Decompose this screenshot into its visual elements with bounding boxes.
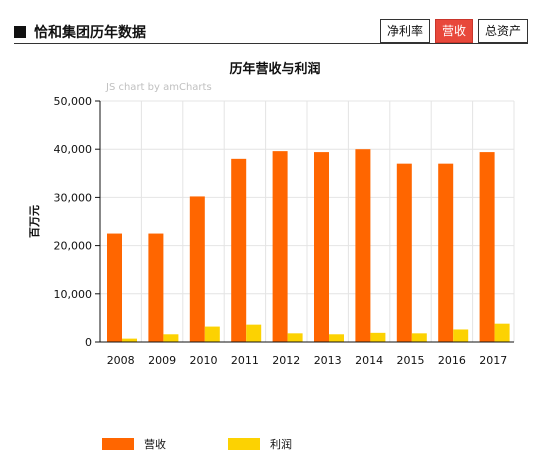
header: 恰和集团历年数据 净利率 营收 总资产 (0, 0, 550, 44)
bar-profit (122, 338, 137, 342)
page-title: 恰和集团历年数据 (34, 25, 146, 41)
y-tick-label: 30,000 (54, 191, 93, 204)
chart-area: 历年营收与利润 JS chart by amCharts 0 10,000 20,0… (0, 50, 550, 451)
chart-title: 历年营收与利润 (229, 62, 321, 77)
x-tick-label: 2011 (231, 354, 259, 367)
bar-revenue (396, 163, 412, 342)
header-divider (14, 43, 528, 44)
bar-profit (287, 333, 303, 342)
bar-revenue (355, 149, 371, 342)
bar-revenue (479, 152, 495, 342)
legend-item-profit[interactable]: 利润 (228, 436, 292, 452)
title-wrap: 恰和集团历年数据 (14, 22, 146, 42)
y-tick-label: 50,000 (54, 95, 93, 108)
x-tick-label: 2015 (397, 354, 425, 367)
x-tick-label: 2009 (148, 354, 176, 367)
title-square-icon (14, 26, 26, 38)
bar-revenue (314, 152, 329, 342)
bar-profit (453, 329, 469, 342)
x-tick-label: 2016 (438, 354, 466, 367)
bar-profit (329, 334, 344, 342)
x-tick-label: 2010 (190, 354, 218, 367)
legend-label-revenue: 营收 (144, 438, 166, 451)
legend-label-profit: 利润 (270, 438, 292, 451)
bar-revenue (189, 196, 205, 342)
chart-watermark[interactable]: JS chart by amCharts (106, 82, 212, 93)
x-tick-label: 2013 (314, 354, 342, 367)
x-tick-label: 2012 (272, 354, 300, 367)
bar-profit (163, 334, 179, 342)
y-axis-label: 百万元 (28, 205, 41, 238)
bar-revenue (438, 163, 454, 342)
tab-net-margin[interactable]: 净利率 (379, 19, 430, 43)
bar-revenue (272, 151, 288, 342)
legend-swatch-revenue (102, 438, 134, 450)
bar-chart: 0 10,000 20,000 30,000 40,000 50,000 2008 2009 2… (28, 95, 515, 367)
bar-revenue (107, 233, 122, 342)
x-tick-label: 2017 (479, 354, 507, 367)
tab-group: 净利率 营收 总资产 (379, 19, 528, 43)
bar-profit (494, 323, 510, 342)
bar-profit (411, 333, 427, 342)
legend-swatch-profit (228, 438, 260, 450)
y-tick-label: 40,000 (54, 143, 93, 156)
bar-profit (246, 324, 262, 342)
x-tick-label: 2008 (107, 354, 135, 367)
x-tick-label: 2014 (355, 354, 383, 367)
y-tick-label: 0 (85, 336, 92, 349)
tab-total-assets[interactable]: 总资产 (477, 19, 528, 43)
bar-revenue (231, 158, 247, 342)
y-tick-label: 10,000 (54, 288, 93, 301)
legend-item-revenue[interactable]: 营收 (102, 436, 166, 452)
y-tick-label: 20,000 (54, 240, 93, 253)
chart-legend: 营收 利润 (102, 436, 292, 452)
tab-revenue[interactable]: 营收 (434, 19, 473, 43)
bar-profit (370, 332, 386, 342)
bar-revenue (148, 233, 164, 342)
bar-profit (204, 326, 220, 342)
